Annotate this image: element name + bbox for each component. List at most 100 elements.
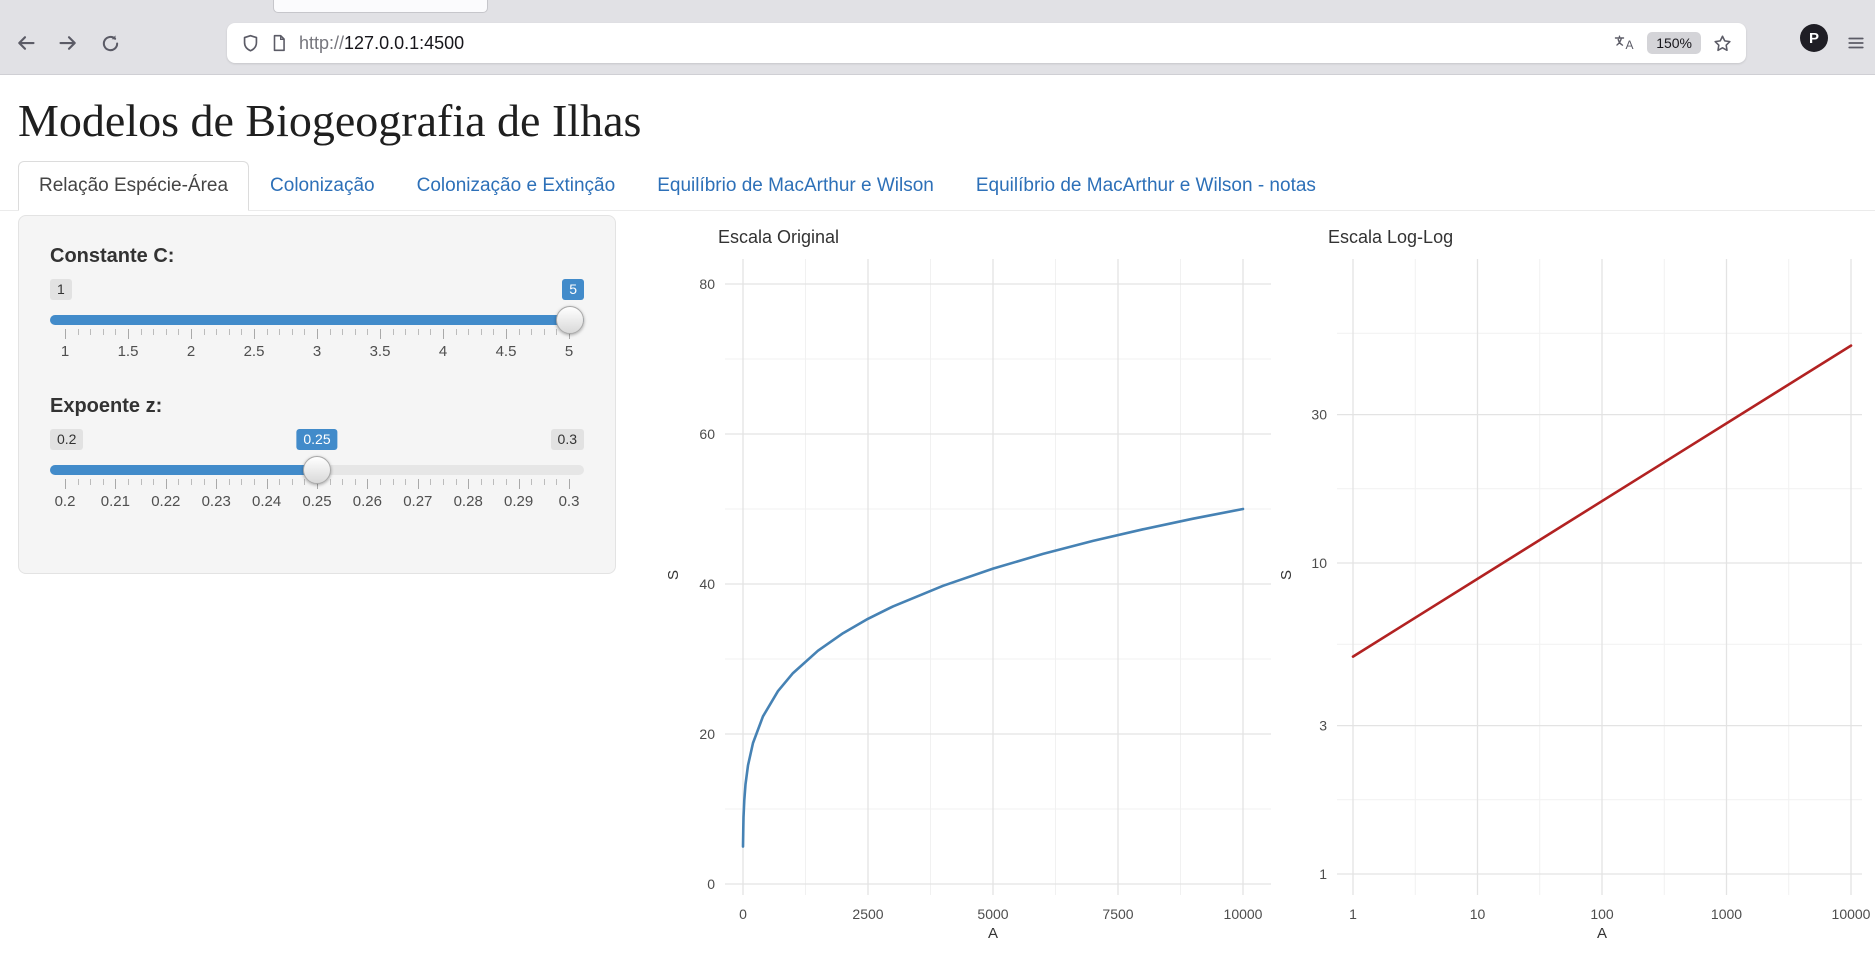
browser-toolbar: http://127.0.0.1:4500 A 150% P bbox=[0, 14, 1875, 75]
y-axis-label: S bbox=[1278, 570, 1295, 580]
x-axis-tick-label: 1 bbox=[1349, 906, 1357, 922]
slider-c-track[interactable] bbox=[50, 315, 584, 325]
url-bar[interactable]: http://127.0.0.1:4500 A 150% bbox=[227, 23, 1746, 63]
plot-title: Escala Log-Log bbox=[1328, 227, 1453, 247]
slider-tick-label: 0.28 bbox=[453, 493, 483, 510]
zoom-level-badge[interactable]: 150% bbox=[1647, 32, 1701, 54]
slider-tick-label: 4 bbox=[438, 343, 448, 360]
slider-tick-label: 1 bbox=[60, 343, 70, 360]
plots-area: 0 2500 5000 7500 10000 0 20 40 60 80 Escala Origin… bbox=[646, 215, 1875, 975]
y-axis-label: S bbox=[665, 570, 682, 580]
profile-avatar[interactable]: P bbox=[1800, 24, 1828, 52]
slider-tick-label: 0.26 bbox=[352, 493, 382, 510]
slider-tick-label: 3 bbox=[312, 343, 322, 360]
x-axis-tick-label: 100 bbox=[1590, 906, 1614, 922]
slider-tick-label: 3.5 bbox=[369, 343, 391, 360]
x-axis-tick-label: 10 bbox=[1470, 906, 1486, 922]
plot-title: Escala Original bbox=[718, 227, 839, 247]
tabset: Relação Espécie-Área Colonização Coloniz… bbox=[0, 161, 1875, 211]
x-axis-tick-label: 2500 bbox=[852, 906, 883, 922]
slider-z-label: Expoente z: bbox=[50, 395, 163, 417]
page-info-icon[interactable] bbox=[271, 34, 287, 52]
slider-tick-label: 1.5 bbox=[117, 343, 139, 360]
app-page: Modelos de Biogeografia de Ilhas Relação… bbox=[0, 76, 1875, 975]
back-button[interactable] bbox=[8, 25, 44, 61]
x-axis-tick-label: 0 bbox=[739, 906, 747, 922]
slider-tick-label: 2 bbox=[186, 343, 196, 360]
svg-text:A: A bbox=[1626, 38, 1634, 52]
y-axis-tick-label: 60 bbox=[699, 426, 715, 442]
url-host: 127.0.0.1:4500 bbox=[344, 32, 465, 53]
back-arrow-icon bbox=[18, 36, 35, 50]
slider-expoente-z: Expoente z: 0.2 0.3 0.25 0.2 0.21 0.22 0.23… bbox=[50, 395, 584, 545]
hamburger-menu-icon bbox=[1848, 37, 1864, 49]
x-axis-tick-label: 10000 bbox=[1832, 906, 1871, 922]
page-title: Modelos de Biogeografia de Ilhas bbox=[18, 95, 642, 146]
slider-c-label: Constante C: bbox=[50, 245, 175, 267]
slider-tick-label: 0.27 bbox=[403, 493, 433, 510]
forward-button[interactable] bbox=[50, 25, 86, 61]
slider-tick-label: 0.3 bbox=[558, 493, 580, 510]
y-axis-tick-label: 40 bbox=[699, 576, 715, 592]
slider-c-fill-bar bbox=[50, 315, 584, 325]
x-axis-tick-label: 10000 bbox=[1224, 906, 1263, 922]
plot-escala-log-log: 1 10 100 1000 10000 1 3 10 30 Escala Log-Log A S bbox=[1278, 227, 1871, 942]
tab-colonizacao-e-extincao[interactable]: Colonização e Extinção bbox=[416, 175, 616, 196]
y-axis-tick-label: 1 bbox=[1319, 866, 1327, 882]
slider-z-max-badge: 0.3 bbox=[550, 429, 584, 450]
tab-content: Constante C: 1 5 1 1.5 2 2.5 3 3.5 4 4.5 5 Expoe… bbox=[0, 215, 1875, 975]
y-axis-tick-label: 20 bbox=[699, 726, 715, 742]
menu-button[interactable] bbox=[1838, 25, 1874, 61]
slider-tick-label: 5 bbox=[564, 343, 574, 360]
y-axis-tick-label: 30 bbox=[1311, 407, 1327, 423]
reload-button[interactable] bbox=[92, 25, 128, 61]
series-line bbox=[741, 507, 1245, 848]
tab-colonizacao[interactable]: Colonização bbox=[270, 175, 375, 196]
slider-z-control: 0.2 0.3 0.25 0.2 0.21 0.22 0.23 0.24 0.25 0.26… bbox=[50, 429, 584, 545]
slider-z-grid: 0.2 0.21 0.22 0.23 0.24 0.25 0.26 0.27 0.28 0.29 0… bbox=[55, 479, 579, 519]
slider-c-grid: 1 1.5 2 2.5 3 3.5 4 4.5 5 bbox=[61, 329, 573, 369]
x-axis-label: A bbox=[1597, 925, 1607, 942]
x-axis-tick-label: 7500 bbox=[1102, 906, 1133, 922]
y-axis-tick-label: 0 bbox=[707, 876, 715, 892]
y-axis-tick-label: 80 bbox=[699, 276, 715, 292]
translate-icon[interactable]: A bbox=[1613, 34, 1635, 52]
slider-tick-label: 0.23 bbox=[201, 493, 231, 510]
series-line bbox=[1351, 344, 1853, 658]
sidebar-panel: Constante C: 1 5 1 1.5 2 2.5 3 3.5 4 4.5 5 Expoe… bbox=[18, 215, 616, 574]
tab-equilibrio-macarthur-wilson-notas[interactable]: Equilíbrio de MacArthur e Wilson - notas bbox=[975, 175, 1316, 196]
slider-c-control: 1 5 1 1.5 2 2.5 3 3.5 4 4.5 5 bbox=[50, 279, 584, 395]
slider-z-fill-bar bbox=[50, 465, 317, 475]
plot-escala-original: 0 2500 5000 7500 10000 0 20 40 60 80 Escala Origin… bbox=[665, 227, 1271, 942]
bookmark-star-icon[interactable] bbox=[1713, 34, 1732, 53]
browser-chrome: http://127.0.0.1:4500 A 150% P bbox=[0, 0, 1875, 75]
slider-tick-label: 0.2 bbox=[54, 493, 76, 510]
x-axis-tick-label: 1000 bbox=[1711, 906, 1742, 922]
slider-tick-label: 4.5 bbox=[495, 343, 517, 360]
url-text: http://127.0.0.1:4500 bbox=[299, 33, 464, 54]
reload-icon bbox=[102, 34, 118, 51]
url-scheme: http:// bbox=[299, 32, 345, 53]
shield-icon[interactable] bbox=[241, 34, 260, 53]
slider-tick-label: 0.21 bbox=[100, 493, 130, 510]
y-axis-tick-label: 3 bbox=[1319, 718, 1327, 734]
slider-tick-label: 0.29 bbox=[503, 493, 534, 510]
x-axis-tick-label: 5000 bbox=[977, 906, 1008, 922]
browser-tab[interactable] bbox=[273, 0, 488, 13]
forward-arrow-icon bbox=[59, 36, 76, 50]
slider-tick-label: 0.24 bbox=[251, 493, 282, 510]
slider-z-value-badge: 0.25 bbox=[296, 429, 338, 450]
x-axis-label: A bbox=[988, 925, 998, 942]
slider-z-min-badge: 0.2 bbox=[50, 429, 84, 450]
slider-c-value-badge: 5 bbox=[562, 279, 584, 300]
y-axis-tick-label: 10 bbox=[1311, 555, 1327, 571]
slider-constante-c: Constante C: 1 5 1 1.5 2 2.5 3 3.5 4 4.5 5 bbox=[50, 245, 584, 395]
slider-tick-label: 0.22 bbox=[151, 493, 181, 510]
slider-tick-label: 0.25 bbox=[302, 493, 332, 510]
slider-c-handle[interactable] bbox=[556, 306, 584, 334]
slider-tick-label: 2.5 bbox=[243, 343, 265, 360]
slider-z-handle[interactable] bbox=[303, 456, 331, 484]
tab-equilibrio-macarthur-wilson[interactable]: Equilíbrio de MacArthur e Wilson bbox=[657, 175, 934, 196]
tab-relacao-especie-area[interactable]: Relação Espécie-Área bbox=[18, 161, 250, 211]
slider-c-min-badge: 1 bbox=[50, 279, 72, 300]
